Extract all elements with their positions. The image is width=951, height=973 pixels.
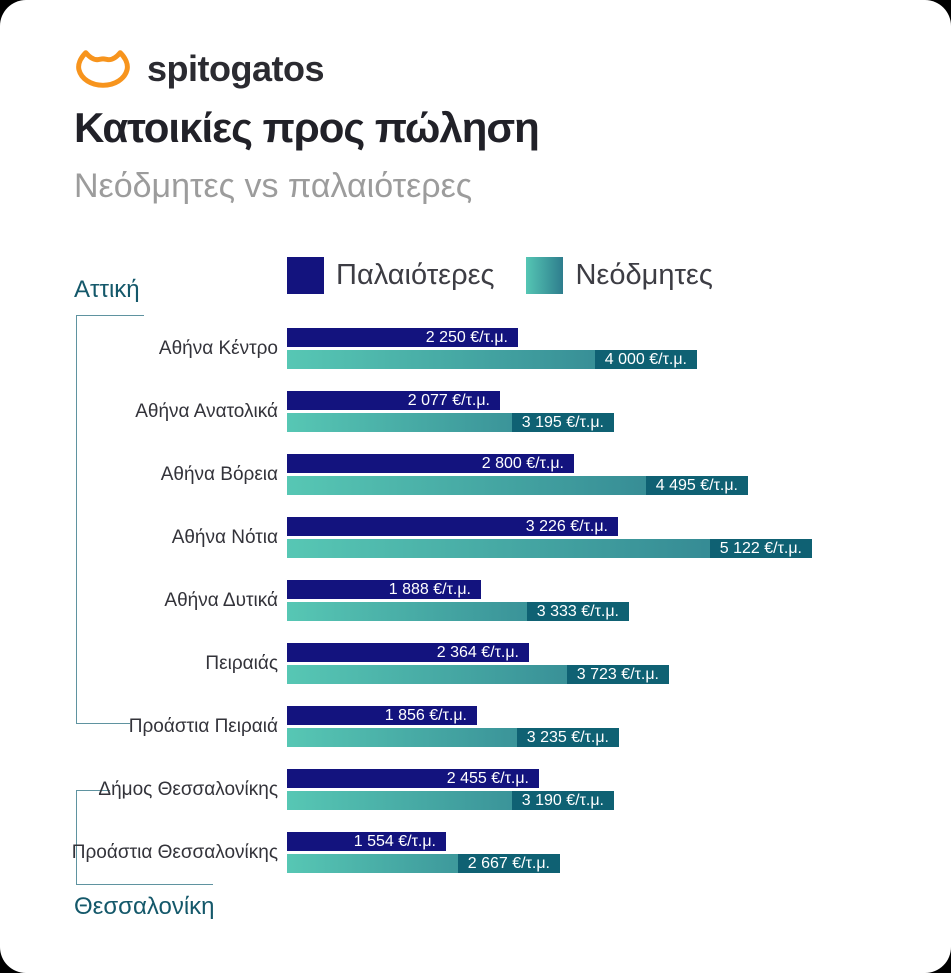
group-label-thessaloniki: Θεσσαλονίκη [74,893,215,920]
bar-new-value: 4 495 €/τ.μ. [645,476,748,495]
bracket-attiki-tick [76,723,130,724]
bar-old-value: 2 250 €/τ.μ. [425,329,508,346]
bar-new: 4 495 €/τ.μ. [287,476,748,495]
bar-old-value: 2 364 €/τ.μ. [436,644,519,661]
bar-new-value: 2 667 €/τ.μ. [457,854,560,873]
chart-row: Αθήνα Δυτικά 1 888 €/τ.μ. 3 333 €/τ.μ. [0,569,951,632]
chart-row: Αθήνα Κέντρο 2 250 €/τ.μ. 4 000 €/τ.μ. [0,317,951,380]
bar-new: 3 235 €/τ.μ. [287,728,619,747]
bracket-attiki [76,315,144,724]
bar-old: 2 800 €/τ.μ. [287,454,574,473]
row-bars: 2 800 €/τ.μ. 4 495 €/τ.μ. [287,454,748,495]
group-label-attiki: Αττική [74,276,140,303]
row-bars: 1 888 €/τ.μ. 3 333 €/τ.μ. [287,580,629,621]
page-subtitle: Νεόδμητες vs παλαιότερες [74,167,473,205]
row-label: Δήμος Θεσσαλονίκης [98,778,278,800]
row-label: Αθήνα Ανατολικά [135,400,278,422]
row-bars: 1 856 €/τ.μ. 3 235 €/τ.μ. [287,706,619,747]
bar-new: 5 122 €/τ.μ. [287,539,812,558]
bar-new: 3 333 €/τ.μ. [287,602,629,621]
row-bars: 2 077 €/τ.μ. 3 195 €/τ.μ. [287,391,614,432]
row-bars: 2 250 €/τ.μ. 4 000 €/τ.μ. [287,328,697,369]
bar-old: 2 077 €/τ.μ. [287,391,500,410]
legend-item-new: Νεόδμητες [526,257,713,294]
legend-swatch-old [287,257,324,294]
chart-rows: Αθήνα Κέντρο 2 250 €/τ.μ. 4 000 €/τ.μ. Α… [0,317,951,884]
brand-logo: spitogatos [74,46,325,92]
bar-old-value: 2 800 €/τ.μ. [481,455,564,472]
chart-row: Δήμος Θεσσαλονίκης 2 455 €/τ.μ. 3 190 €/… [0,758,951,821]
bracket-thessaloniki [76,790,213,885]
bar-old-value: 2 077 €/τ.μ. [407,392,490,409]
bar-old-value: 1 888 €/τ.μ. [388,581,471,598]
bar-old: 1 554 €/τ.μ. [287,832,446,851]
chart-row: Προάστια Θεσσαλονίκης 1 554 €/τ.μ. 2 667… [0,821,951,884]
page-title: Κατοικίες προς πώληση [74,104,540,151]
bar-old: 2 455 €/τ.μ. [287,769,539,788]
row-label: Προάστια Θεσσαλονίκης [71,841,278,863]
chart-row: Αθήνα Νότια 3 226 €/τ.μ. 5 122 €/τ.μ. [0,506,951,569]
legend-label-new: Νεόδμητες [575,259,713,291]
bar-new-value: 5 122 €/τ.μ. [709,539,812,558]
bar-new: 2 667 €/τ.μ. [287,854,560,873]
bracket-thessaloniki-tick [76,790,110,791]
legend-label-old: Παλαιότερες [336,259,495,291]
legend-item-old: Παλαιότερες [287,257,494,294]
bar-old: 1 888 €/τ.μ. [287,580,481,599]
brand-wordmark: spitogatos [147,48,325,89]
bar-new-value: 4 000 €/τ.μ. [594,350,697,369]
row-label: Προάστια Πειραιά [128,715,278,737]
row-label: Αθήνα Κέντρο [158,337,278,359]
bar-old: 3 226 €/τ.μ. [287,517,618,536]
bar-new-value: 3 195 €/τ.μ. [511,413,614,432]
bar-new: 3 195 €/τ.μ. [287,413,614,432]
bar-new-value: 3 723 €/τ.μ. [566,665,669,684]
row-bars: 2 364 €/τ.μ. 3 723 €/τ.μ. [287,643,669,684]
bar-old: 2 250 €/τ.μ. [287,328,518,347]
row-bars: 2 455 €/τ.μ. 3 190 €/τ.μ. [287,769,614,810]
bar-new: 3 723 €/τ.μ. [287,665,669,684]
row-label: Αθήνα Βόρεια [160,463,278,485]
bar-old: 1 856 €/τ.μ. [287,706,477,725]
row-label: Αθήνα Δυτικά [164,589,278,611]
row-label: Αθήνα Νότια [171,526,278,548]
chart-legend: Παλαιότερες Νεόδμητες [287,257,713,294]
bar-old-value: 1 856 €/τ.μ. [384,707,467,724]
bar-old-value: 1 554 €/τ.μ. [353,833,436,850]
bar-old-value: 3 226 €/τ.μ. [525,518,608,535]
chart-row: Αθήνα Βόρεια 2 800 €/τ.μ. 4 495 €/τ.μ. [0,443,951,506]
bar-old-value: 2 455 €/τ.μ. [446,770,529,787]
bar-old: 2 364 €/τ.μ. [287,643,529,662]
bar-new: 4 000 €/τ.μ. [287,350,697,369]
legend-swatch-new [526,257,564,294]
chart-row: Αθήνα Ανατολικά 2 077 €/τ.μ. 3 195 €/τ.μ… [0,380,951,443]
chart-row: Προάστια Πειραιά 1 856 €/τ.μ. 3 235 €/τ.… [0,695,951,758]
chart-row: Πειραιάς 2 364 €/τ.μ. 3 723 €/τ.μ. [0,632,951,695]
bar-chart: Αθήνα Κέντρο 2 250 €/τ.μ. 4 000 €/τ.μ. Α… [0,317,951,884]
bar-new: 3 190 €/τ.μ. [287,791,614,810]
row-bars: 3 226 €/τ.μ. 5 122 €/τ.μ. [287,517,812,558]
bar-new-value: 3 333 €/τ.μ. [526,602,629,621]
row-bars: 1 554 €/τ.μ. 2 667 €/τ.μ. [287,832,560,873]
bar-new-value: 3 235 €/τ.μ. [516,728,619,747]
row-label: Πειραιάς [205,652,278,674]
bar-new-value: 3 190 €/τ.μ. [511,791,614,810]
cat-icon [76,50,130,88]
